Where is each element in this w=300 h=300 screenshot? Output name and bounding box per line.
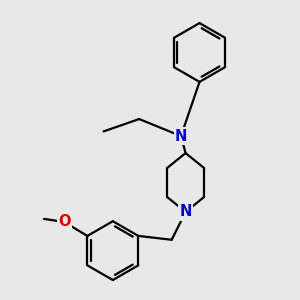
- Text: N: N: [179, 204, 192, 219]
- Text: N: N: [175, 129, 187, 144]
- Text: O: O: [58, 214, 70, 230]
